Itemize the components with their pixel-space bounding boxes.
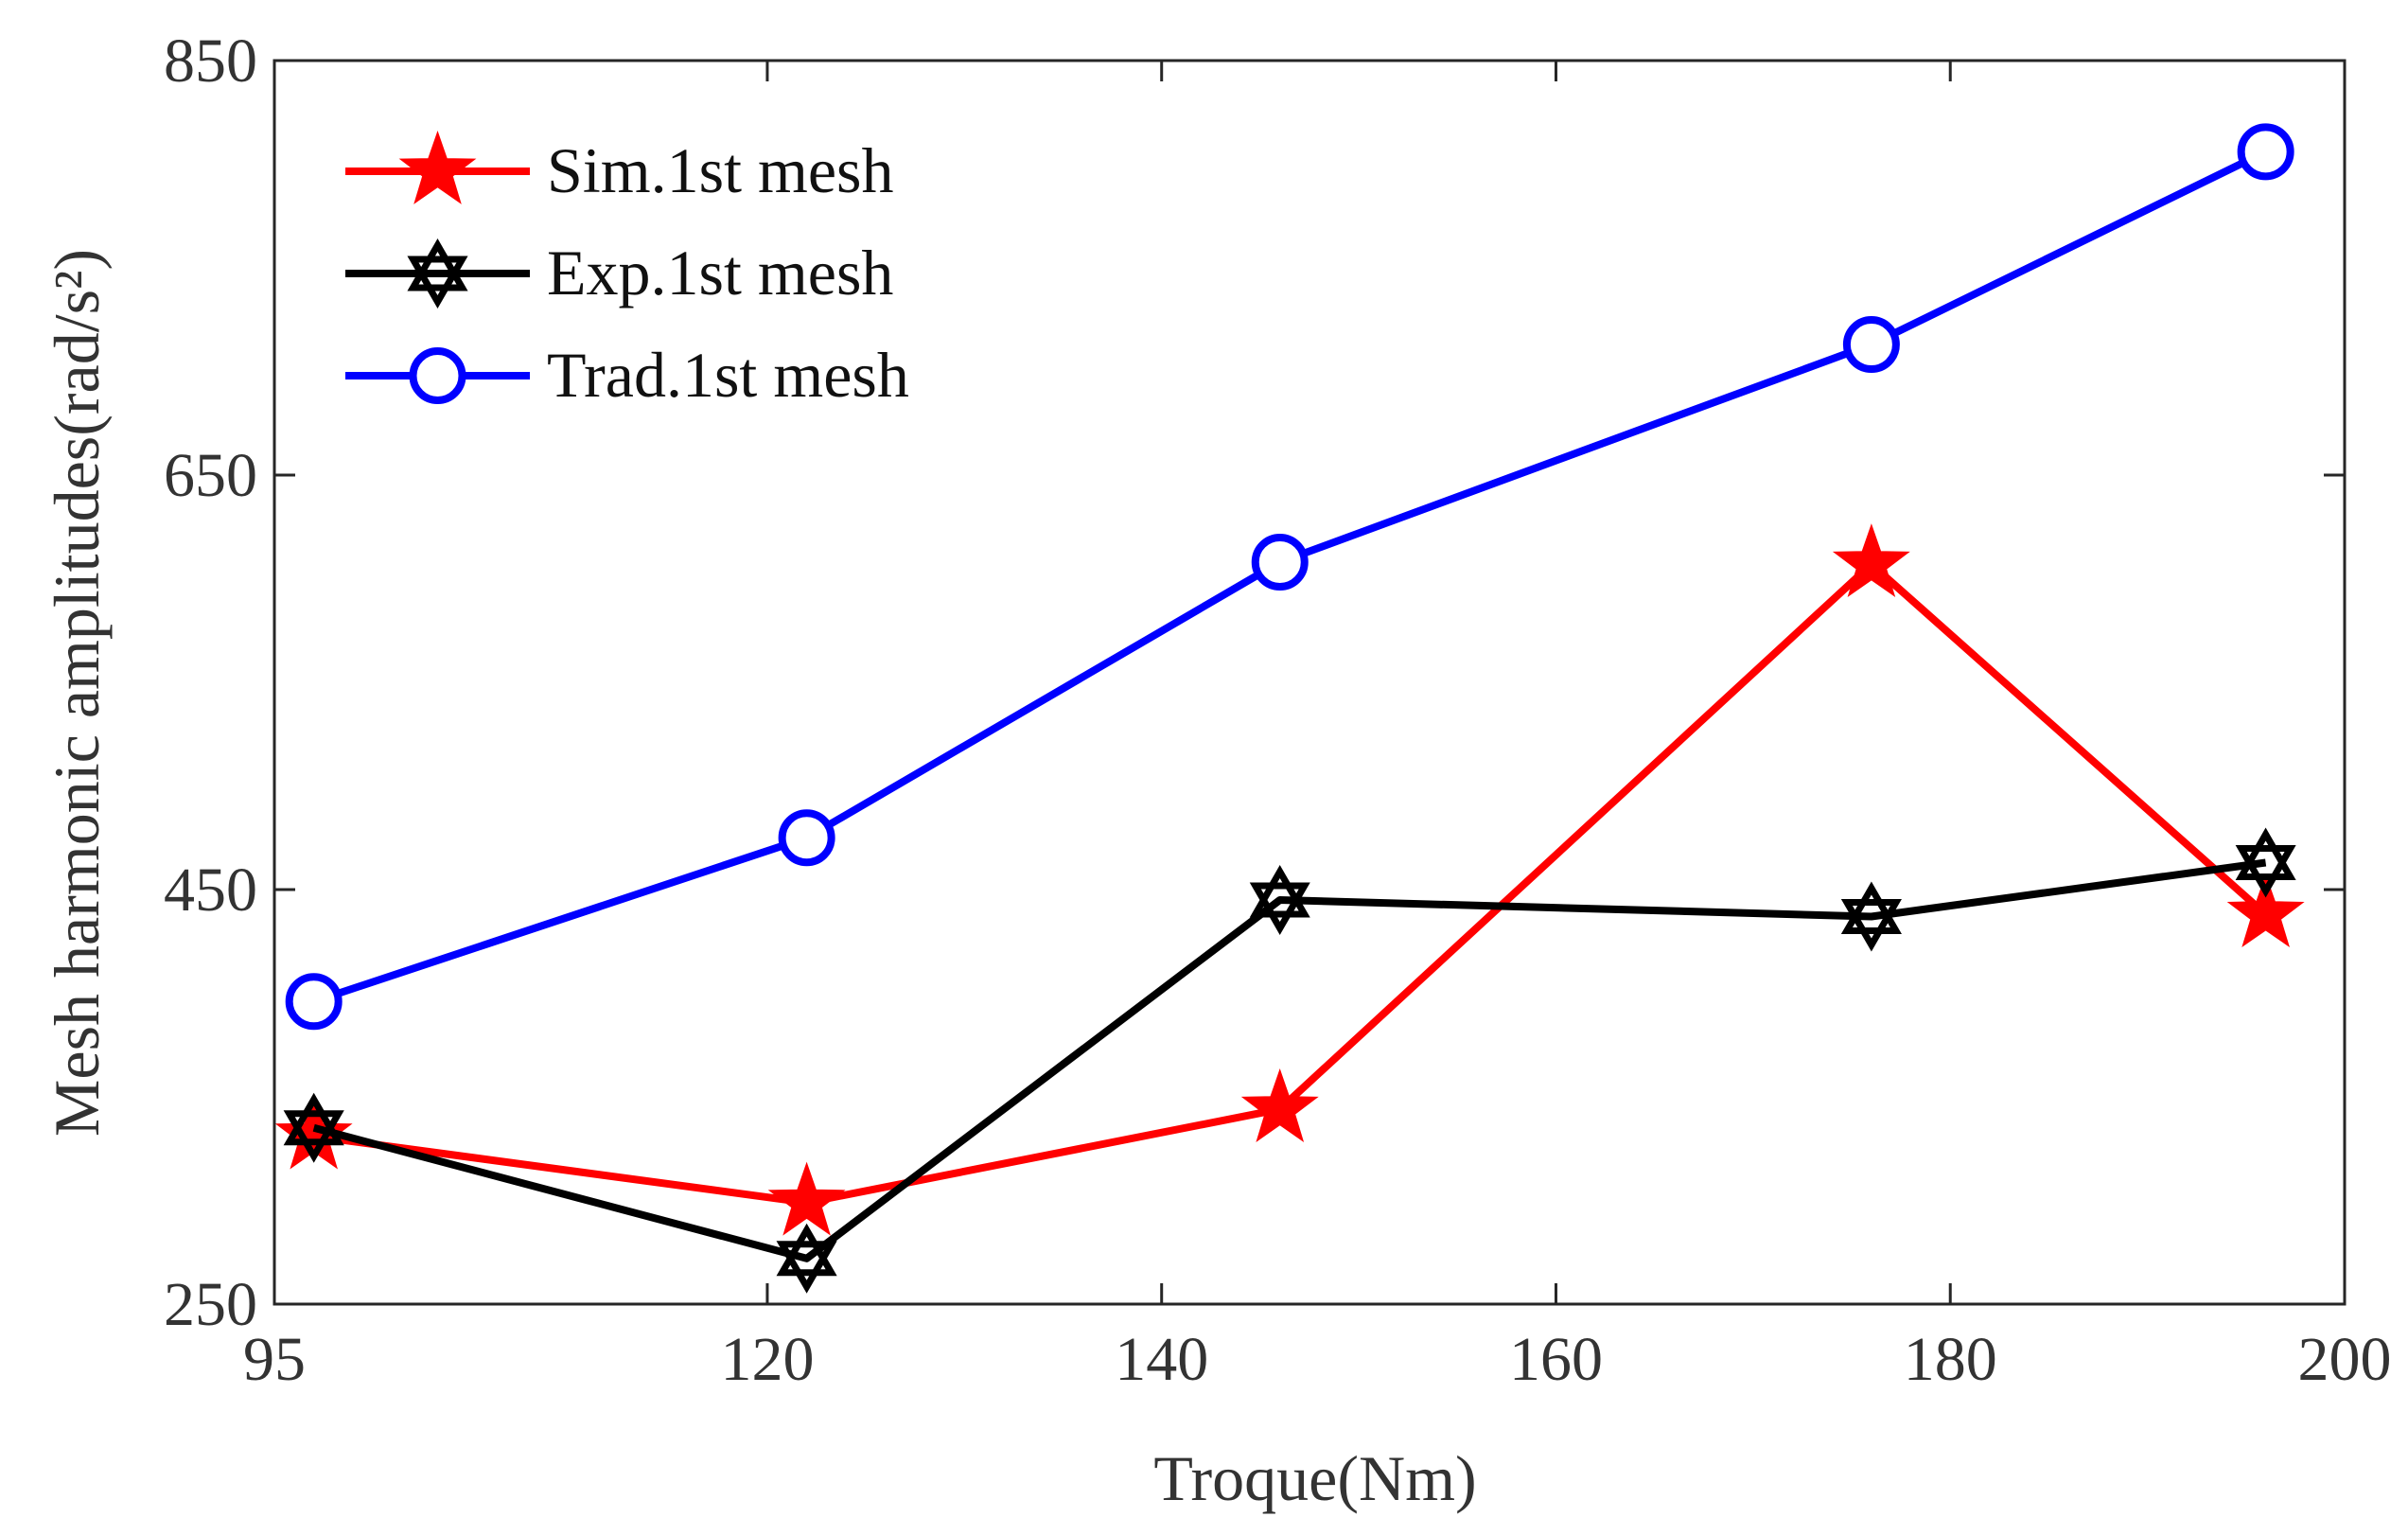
- data-point-star: [767, 1161, 846, 1236]
- series-circle: [285, 123, 2294, 1031]
- data-point-hexagram-tri-up: [283, 1092, 344, 1146]
- y-tick-label: 250: [164, 1270, 257, 1339]
- data-point-hexagram-tri-down: [2235, 845, 2296, 898]
- legend-marker-hexagram-tri-down: [407, 256, 468, 309]
- y-tick-label: 650: [164, 441, 257, 510]
- legend-entry: Sim.1st mesh: [345, 130, 894, 206]
- legend-label: Exp.1st mesh: [547, 237, 893, 309]
- data-point-hexagram-tri-down: [283, 1110, 344, 1163]
- data-point-hexagram-tri-up: [1249, 864, 1310, 918]
- x-tick-label: 140: [1115, 1325, 1208, 1394]
- legend-label: Trad.1st mesh: [547, 339, 909, 411]
- data-point-hexagram-tri-down: [1249, 882, 1310, 936]
- y-tick-label: 450: [164, 856, 257, 925]
- legend-entry: Exp.1st mesh: [345, 237, 893, 309]
- legend-marker-circle: [409, 347, 466, 404]
- data-point-star: [2226, 873, 2305, 948]
- data-point-hexagram: [776, 1223, 837, 1294]
- data-point-hexagram-tri-down: [1840, 899, 1902, 952]
- legend: Sim.1st mesh Exp.1st mesh Trad.1st mesh: [345, 130, 909, 411]
- data-point-hexagram: [1840, 881, 1902, 952]
- legend-marker-hexagram: [407, 238, 468, 309]
- x-tick-label: 180: [1904, 1325, 1997, 1394]
- x-tick-label: 95: [243, 1325, 306, 1394]
- data-point-hexagram-tri-up: [776, 1223, 837, 1277]
- series-hexagram: [283, 827, 2296, 1294]
- data-point-circle: [2237, 123, 2294, 181]
- series-star: [274, 523, 2305, 1236]
- data-point-circle: [1251, 533, 1309, 591]
- data-point-star: [1832, 523, 1910, 597]
- data-point-star: [1240, 1068, 1319, 1142]
- plot-frame: [272, 59, 2346, 1306]
- legend-marker-hexagram-tri-up: [407, 238, 468, 291]
- data-point-hexagram-tri-up: [1840, 881, 1902, 934]
- x-tick-label: 160: [1509, 1325, 1603, 1394]
- y-tick-label: 850: [164, 26, 257, 96]
- axes-layer: 95 120 140 160 180 200 250 450 650 850: [164, 26, 2392, 1394]
- data-point-hexagram: [2235, 827, 2296, 898]
- data-point-circle: [285, 973, 343, 1031]
- data-point-hexagram: [1249, 864, 1310, 936]
- legend-entry: Trad.1st mesh: [345, 339, 909, 411]
- series-layer: [274, 123, 2305, 1294]
- data-point-hexagram-tri-up: [2235, 827, 2296, 880]
- data-point-circle: [778, 809, 835, 867]
- legend-label: Sim.1st mesh: [547, 134, 894, 206]
- x-axis-label: Troque(Nm): [1153, 1442, 1476, 1514]
- x-tick-label: 120: [720, 1325, 814, 1394]
- y-axis-label: Mesh harmonic amplitudes(rad/s²): [41, 249, 113, 1137]
- legend-marker-star: [398, 130, 477, 204]
- data-point-hexagram: [283, 1092, 344, 1163]
- data-point-circle: [1842, 316, 1900, 374]
- data-point-hexagram-tri-down: [776, 1241, 837, 1294]
- series-line: [312, 858, 2267, 1262]
- x-tick-label: 200: [2298, 1325, 2392, 1394]
